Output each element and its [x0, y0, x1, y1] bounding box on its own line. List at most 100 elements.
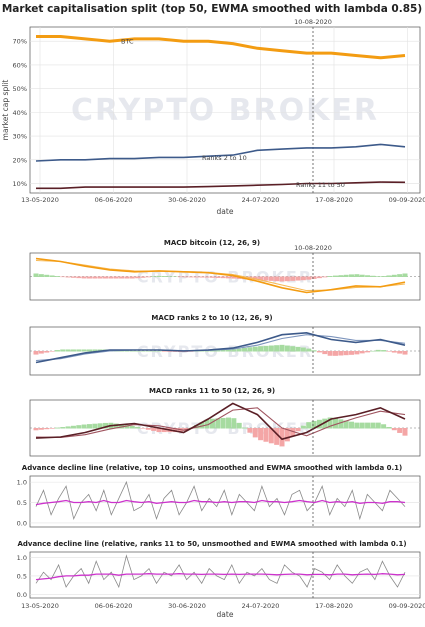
- histogram-bar: [300, 276, 306, 281]
- histogram-bar: [381, 276, 387, 277]
- histogram-bar: [391, 351, 397, 353]
- histogram-bar: [397, 351, 403, 354]
- histogram-bar: [161, 276, 167, 277]
- histogram-bar: [151, 276, 157, 277]
- y-tick-label: 70%: [13, 38, 27, 46]
- histogram-bar: [172, 428, 178, 433]
- x-tick-label: 17-08-2020: [315, 196, 353, 204]
- histogram-bar: [258, 346, 264, 352]
- histogram-bar: [97, 423, 103, 429]
- histogram-bar: [70, 276, 76, 278]
- histogram-bar: [92, 276, 98, 279]
- histogram-bar: [65, 276, 71, 278]
- histogram-bar: [263, 276, 269, 281]
- histogram-bar: [370, 350, 376, 352]
- histogram-bar: [365, 422, 371, 429]
- histogram-bar: [311, 350, 317, 352]
- adl-panel-frame: [29, 551, 421, 599]
- histogram-bar: [295, 428, 301, 432]
- histogram-bar: [140, 351, 146, 352]
- marker-date-label: 10-08-2020: [294, 18, 332, 26]
- y-tick-label: 30%: [13, 133, 27, 141]
- histogram-bar: [349, 421, 355, 429]
- histogram-bar: [258, 276, 264, 281]
- histogram-bar: [204, 276, 210, 278]
- histogram-bar: [311, 276, 317, 279]
- histogram-bar: [263, 428, 269, 442]
- histogram-bar: [151, 428, 157, 431]
- histogram-bar: [38, 428, 44, 430]
- histogram-bar: [135, 351, 141, 352]
- histogram-bar: [375, 276, 381, 277]
- histogram-bar: [188, 276, 194, 278]
- histogram-bar: [247, 347, 253, 352]
- y-tick-label: 40%: [13, 109, 27, 117]
- histogram-bar: [327, 276, 333, 277]
- histogram-bar: [375, 422, 381, 429]
- histogram-bar: [183, 276, 189, 278]
- histogram-bar: [343, 420, 349, 429]
- x-tick-label: 30-06-2020: [168, 196, 206, 204]
- macd-line: [35, 402, 406, 441]
- histogram-bar: [81, 276, 87, 279]
- histogram-bar: [231, 418, 237, 429]
- histogram-bar: [279, 344, 285, 352]
- histogram-bar: [161, 428, 167, 433]
- histogram-bar: [381, 424, 387, 429]
- histogram-bar: [252, 346, 258, 352]
- histogram-bar: [124, 350, 130, 352]
- macd-ranks-2-10-title: MACD ranks 2 to 10 (12, 26, 9): [151, 314, 272, 322]
- histogram-bar: [60, 349, 66, 352]
- histogram-bar: [332, 418, 338, 429]
- histogram-bar: [268, 276, 274, 281]
- histogram-bar: [92, 349, 98, 352]
- histogram-bar: [279, 428, 285, 447]
- histogram-bar: [209, 350, 215, 352]
- histogram-bar: [81, 424, 87, 429]
- y-tick-label: 20%: [13, 156, 27, 164]
- histogram-bar: [274, 276, 280, 282]
- y-tick-label: 60%: [13, 61, 27, 69]
- histogram-bar: [327, 417, 333, 429]
- histogram-bar: [145, 351, 151, 352]
- histogram-bar: [332, 351, 338, 356]
- histogram-bar: [226, 349, 232, 352]
- histogram-bar: [375, 349, 381, 352]
- histogram-bar: [199, 350, 205, 352]
- histogram-bar: [338, 419, 344, 429]
- macd-line: [35, 331, 406, 364]
- histogram-bar: [54, 276, 60, 277]
- smoothed-line: [35, 573, 406, 581]
- histogram-bar: [359, 422, 365, 429]
- histogram-bar: [145, 428, 151, 430]
- histogram-bar: [103, 422, 109, 429]
- histogram-bar: [322, 276, 328, 278]
- histogram-bar: [386, 275, 392, 277]
- y-tick-label: 10%: [13, 180, 27, 188]
- histogram-bar: [209, 418, 215, 429]
- histogram-bar: [242, 427, 248, 429]
- histogram-bar: [215, 276, 221, 278]
- histogram-bar: [129, 350, 135, 352]
- series-label-ranks-11-50: Ranks 11 to 50: [296, 181, 345, 189]
- histogram-bar: [284, 276, 290, 282]
- histogram-bar: [295, 276, 301, 281]
- histogram-bar: [386, 351, 392, 352]
- histogram-bar: [215, 350, 221, 352]
- y-tick-label: 50%: [13, 85, 27, 93]
- histogram-bar: [199, 276, 205, 278]
- histogram-bar: [220, 417, 226, 429]
- histogram-bar: [76, 425, 82, 429]
- panel-frame: [29, 26, 421, 194]
- histogram-bar: [252, 428, 258, 438]
- histogram-bar: [332, 275, 338, 277]
- histogram-bar: [295, 346, 301, 352]
- x-tick-label: 06-06-2020: [95, 602, 133, 610]
- x-tick-label: 24-07-2020: [242, 196, 280, 204]
- histogram-bar: [140, 428, 146, 429]
- histogram-bar: [370, 422, 376, 429]
- histogram-bar: [311, 420, 317, 429]
- histogram-bar: [108, 276, 114, 279]
- histogram-bar: [290, 428, 296, 437]
